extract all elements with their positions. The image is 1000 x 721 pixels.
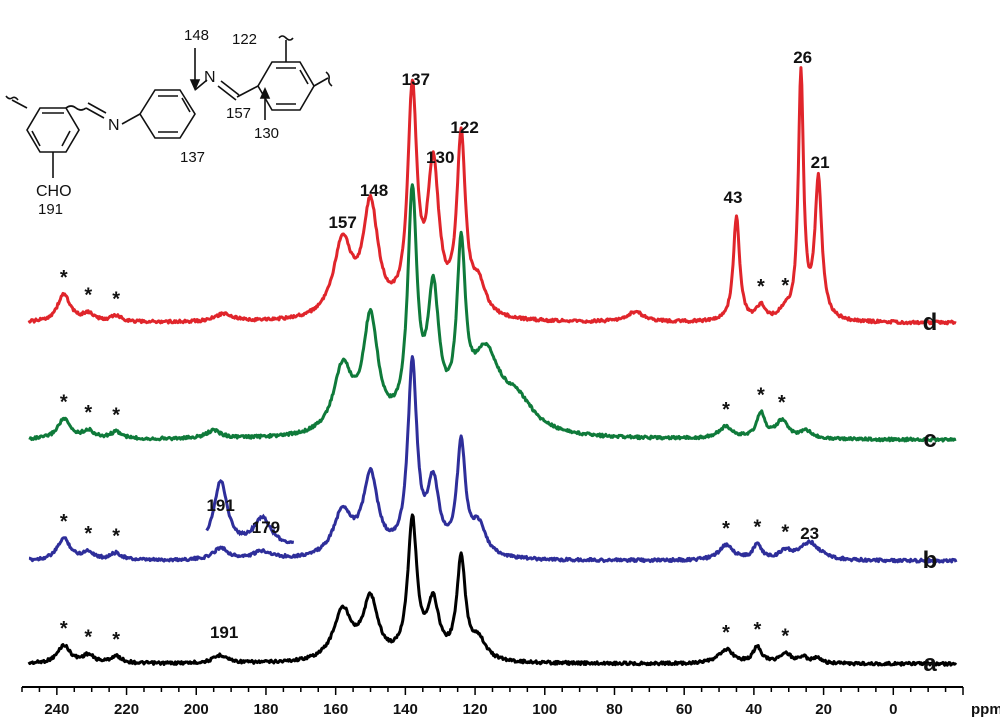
structure-label-191: 191 bbox=[38, 201, 63, 218]
spinning-sideband-star-a-3: * bbox=[722, 622, 730, 644]
imine-double-bond bbox=[87, 102, 107, 114]
peak-label-d-1: 148 bbox=[360, 181, 388, 200]
middle-benzene-ring bbox=[139, 89, 196, 139]
spinning-sideband-star-d-0: * bbox=[60, 267, 68, 289]
trace-letter-a: a bbox=[923, 650, 937, 677]
spinning-sideband-star-c-0: * bbox=[60, 392, 68, 414]
trace-letter-d: d bbox=[923, 309, 938, 336]
x-tick-label-1: 220 bbox=[114, 701, 139, 718]
spinning-sideband-star-a-1: * bbox=[84, 627, 92, 649]
imine-double-bond bbox=[85, 107, 105, 119]
peak-label-d-5: 43 bbox=[724, 188, 743, 207]
structure-atom-n-left: N bbox=[108, 117, 120, 134]
wavy-bond-right bbox=[313, 77, 329, 87]
spinning-sideband-star-b-2: * bbox=[112, 526, 120, 548]
ring-bond bbox=[181, 97, 191, 113]
structure-label-122: 122 bbox=[232, 31, 257, 48]
x-tick-label-2: 200 bbox=[184, 701, 209, 718]
spinning-sideband-star-d-1: * bbox=[84, 285, 92, 307]
wavy-mark bbox=[5, 95, 19, 101]
ring-bond bbox=[31, 130, 41, 147]
spinning-sideband-star-b-5: * bbox=[781, 521, 789, 543]
peak-label-b-1: 179 bbox=[252, 518, 280, 537]
peak-label-a-0: 191 bbox=[210, 623, 238, 642]
chemical-structure bbox=[5, 35, 333, 178]
x-tick-label-7: 100 bbox=[532, 701, 557, 718]
spectrum-c: * * * * * * c bbox=[28, 183, 957, 453]
arrow-head-130 bbox=[259, 87, 271, 99]
spinning-sideband-star-a-5: * bbox=[781, 625, 789, 647]
wavy-mark bbox=[278, 35, 294, 41]
spinning-sideband-star-c-3: * bbox=[722, 399, 730, 421]
structure-atom-n-right: N bbox=[204, 69, 216, 86]
spinning-sideband-star-a-2: * bbox=[112, 629, 120, 651]
spinning-sideband-star-b-1: * bbox=[84, 523, 92, 545]
spectrum-line-c bbox=[28, 183, 957, 443]
spectrum-line-b bbox=[28, 355, 958, 564]
n-ring-bond bbox=[121, 113, 141, 125]
structure-atom-cho: CHO bbox=[36, 183, 72, 200]
spinning-sideband-star-c-5: * bbox=[778, 392, 786, 414]
right-benzene-ring bbox=[257, 61, 315, 111]
spectrum-a: 191 * * * * * * a bbox=[27, 513, 958, 677]
spectrum-b: 191 179 23 * * * * * * b bbox=[28, 355, 958, 574]
spinning-sideband-star-b-4: * bbox=[753, 516, 761, 538]
peak-label-b-0: 191 bbox=[206, 496, 234, 515]
spinning-sideband-star-d-3: * bbox=[757, 276, 765, 298]
spinning-sideband-star-c-4: * bbox=[757, 385, 765, 407]
wavy-mark bbox=[325, 71, 333, 87]
trace-letter-b: b bbox=[923, 547, 938, 574]
spectrum-line-d bbox=[27, 66, 957, 326]
x-axis: 240 220 200 180 160 140 120 100 80 60 40 20 0 ppm bbox=[21, 686, 1000, 718]
structure-label-130: 130 bbox=[254, 125, 279, 142]
arrow-head-148 bbox=[189, 79, 201, 91]
x-tick-label-8: 80 bbox=[606, 701, 623, 718]
imine-double-bond bbox=[220, 80, 240, 96]
x-tick-label-9: 60 bbox=[676, 701, 693, 718]
peak-label-d-2: 137 bbox=[402, 70, 430, 89]
x-tick-label-11: 20 bbox=[815, 701, 832, 718]
spinning-sideband-star-c-2: * bbox=[112, 404, 120, 426]
peak-label-d-3: 130 bbox=[426, 148, 454, 167]
spinning-sideband-star-d-2: * bbox=[112, 288, 120, 310]
wavy-bond-left bbox=[11, 99, 28, 109]
x-tick-label-12: 0 bbox=[889, 701, 897, 718]
wavy-imine-bond bbox=[65, 105, 87, 111]
spinning-sideband-star-a-0: * bbox=[60, 618, 68, 640]
x-tick-label-0: 240 bbox=[44, 701, 69, 718]
imine-ch-bond bbox=[236, 85, 259, 98]
structure-label-157: 157 bbox=[226, 105, 251, 122]
spectrum-line-a bbox=[27, 513, 958, 667]
peak-label-d-6: 26 bbox=[793, 48, 812, 67]
n-ring-bond bbox=[194, 79, 208, 91]
peak-label-d-4: 122 bbox=[450, 118, 478, 137]
spinning-sideband-star-b-0: * bbox=[60, 511, 68, 533]
structure-label-137: 137 bbox=[180, 149, 205, 166]
spinning-sideband-star-d-4: * bbox=[781, 275, 789, 297]
spinning-sideband-star-a-4: * bbox=[753, 619, 761, 641]
spectrum-inset-b bbox=[205, 479, 295, 545]
imine-double-bond bbox=[217, 85, 237, 101]
peak-label-b-2: 23 bbox=[800, 524, 819, 543]
x-tick-label-10: 40 bbox=[746, 701, 763, 718]
x-tick-label-4: 160 bbox=[323, 701, 348, 718]
x-tick-label-6: 120 bbox=[463, 701, 488, 718]
peak-label-d-0: 157 bbox=[328, 213, 356, 232]
x-tick-label-5: 140 bbox=[393, 701, 418, 718]
spinning-sideband-star-c-1: * bbox=[84, 402, 92, 424]
spinning-sideband-star-b-3: * bbox=[722, 518, 730, 540]
structure-label-148: 148 bbox=[184, 27, 209, 44]
trace-letter-c: c bbox=[923, 426, 936, 453]
peak-label-d-7: 21 bbox=[811, 153, 830, 172]
ring-bond bbox=[61, 130, 71, 147]
ring-bond bbox=[299, 69, 309, 85]
x-axis-label: ppm bbox=[971, 701, 1000, 718]
x-tick-label-3: 180 bbox=[253, 701, 278, 718]
left-benzene-ring bbox=[26, 107, 80, 153]
